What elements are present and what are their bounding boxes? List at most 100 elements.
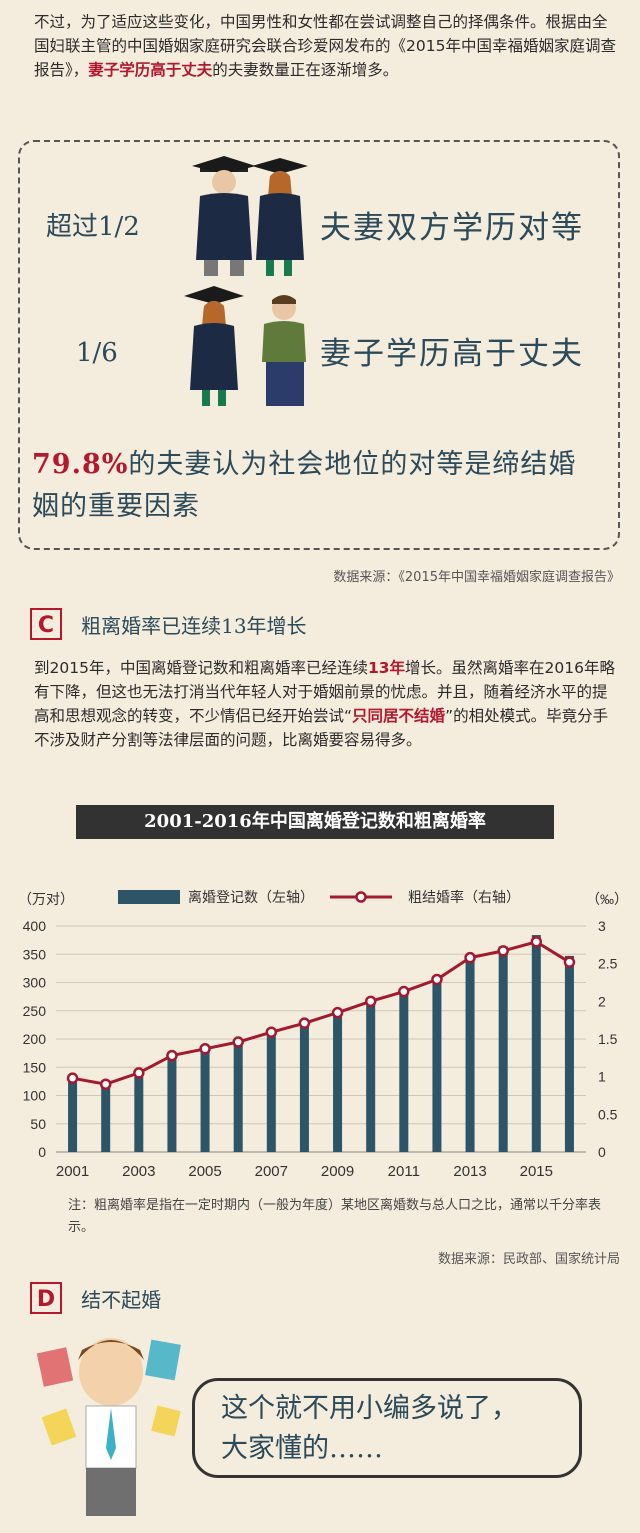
bar-divorces (299, 1023, 309, 1152)
editor-cartoon-illustration (36, 1338, 181, 1516)
section-c-letter: C (30, 608, 62, 640)
y-right-tick-label: 3 (598, 918, 606, 934)
section-c-header: C 粗离婚率已连续13年增长 (30, 608, 307, 642)
stat-text-equal: 夫妻双方学历对等 (320, 210, 584, 246)
line-point-marriage-rate (99, 1078, 112, 1090)
source-ministry: 数据来源：民政部、国家统计局 (437, 1252, 620, 1267)
graduates-illustration (184, 156, 308, 406)
x-tick-label: 2001 (56, 1163, 89, 1180)
y-left-tick-label: 200 (23, 1031, 47, 1047)
x-tick-label: 2003 (122, 1163, 155, 1180)
section-c-text-2: 增长。虽然离婚率在2016年略有下降，但这也无法打消当代年轻人对于婚姻前景的忧虑… (34, 659, 615, 725)
bar-divorces (68, 1081, 78, 1152)
bar-divorces (564, 955, 574, 1152)
y-right-tick-label: 0 (598, 1144, 606, 1160)
line-point-marriage-rate (199, 1043, 211, 1055)
stat-label-equal: 超过1/2 (46, 212, 140, 242)
section-c-highlight-13: 13年 (367, 659, 406, 677)
bar-divorces (101, 1085, 111, 1152)
intro-paragraph: 不过，为了适应这些变化，中国男性和女性都在尝试调整自己的择偶条件。根据由全国妇联… (34, 10, 616, 82)
line-marriage-rate (72, 940, 571, 1086)
line-point-marriage-rate (133, 1067, 145, 1079)
line-point-marriage-rate (232, 1036, 244, 1048)
x-tick-label: 2005 (188, 1163, 221, 1180)
line-point-marriage-rate (497, 945, 509, 957)
conclusion-percentage: 79.8% (32, 449, 129, 480)
section-d-title: 结不起婚 (81, 1287, 162, 1312)
stat-label-wife-higher: 1/6 (76, 338, 118, 368)
line-point-marriage-rate (398, 985, 410, 998)
line-point-marriage-rate (166, 1049, 178, 1062)
section-c-text-3: ”的相处模式。毕竟分手不涉及财产分割等法律层面的问题，比离婚要容易得多。 (34, 707, 609, 749)
section-c-title: 粗离婚率已连续13年增长 (81, 613, 307, 638)
legend-label-line: 粗结婚率（右轴） (408, 889, 520, 906)
intro-text-2: 的夫妻数量正在逐渐增多。 (212, 61, 399, 79)
y-left-tick-label: 50 (30, 1116, 46, 1132)
education-stats-card: 超过1/2 1/6 夫妻双方学历对等 妻子学历高于丈夫 (18, 140, 620, 550)
bar-divorces (167, 1058, 177, 1152)
x-tick-label: 2013 (453, 1163, 486, 1180)
bar-divorces (498, 946, 508, 1152)
second-pair-illustration (184, 286, 306, 406)
bar-divorces (399, 989, 409, 1152)
bar-divorces (531, 935, 541, 1152)
y-right-tick-label: 2.5 (598, 956, 618, 972)
bar-divorces (266, 1033, 276, 1152)
line-point-marriage-rate (265, 1026, 278, 1038)
y-left-tick-label: 100 (23, 1088, 47, 1104)
y-right-tick-label: 1 (598, 1069, 606, 1085)
x-tick-label: 2015 (520, 1163, 553, 1180)
y-left-unit-label: （万对） (18, 891, 74, 907)
line-point-marriage-rate (364, 995, 377, 1008)
conclusion-body: 的夫妻认为社会地位的对等是缔结婚姻的重要因素 (32, 449, 577, 522)
line-point-marriage-rate (431, 973, 443, 986)
y-right-tick-label: 2 (598, 993, 606, 1009)
y-right-unit-label: （‰） (586, 891, 628, 907)
speech-bubble-text: 这个就不用小编多说了， 大家懂的…… (221, 1393, 518, 1464)
stat-text-wife-higher: 妻子学历高于丈夫 (320, 336, 584, 372)
legend-swatch-bar (118, 890, 180, 904)
y-right-tick-label: 0.5 (598, 1106, 618, 1122)
chart-note: 注：粗离婚率是指在一定时期内（一般为年度）某地区离婚数与总人口之比，通常以千分率… (68, 1198, 602, 1235)
conclusion-text: 79.8%的夫妻认为社会地位的对等是缔结婚姻的重要因素 (32, 444, 592, 528)
line-point-marriage-rate (298, 1017, 311, 1029)
section-d-letter: D (30, 1282, 62, 1314)
y-left-tick-label: 400 (23, 918, 47, 934)
female-graduate-cheering-icon (252, 158, 308, 276)
y-left-tick-label: 150 (23, 1059, 47, 1075)
section-d-header: D 结不起婚 (30, 1282, 161, 1316)
source-survey: 数据来源：《2015年中国幸福婚姻家庭调查报告》 (333, 570, 620, 585)
bar-divorces (200, 1050, 210, 1152)
y-left-tick-label: 250 (23, 1003, 47, 1019)
x-tick-label: 2011 (388, 1163, 420, 1180)
y-left-tick-label: 0 (38, 1144, 46, 1160)
line-point-marriage-rate (464, 951, 476, 964)
section-c-highlight-cohabit: 只同居不结婚 (352, 707, 446, 725)
bar-divorces (465, 954, 475, 1152)
section-c-text-1: 到2015年，中国离婚登记数和粗离婚率已经连续 (34, 659, 368, 677)
line-point-marriage-rate (563, 956, 576, 968)
bar-divorces (432, 976, 442, 1152)
male-graduate-icon (192, 156, 256, 276)
y-left-tick-label: 300 (23, 975, 47, 991)
line-point-marriage-rate (66, 1072, 79, 1084)
speech-bubble: 这个就不用小编多说了， 大家懂的…… (192, 1378, 582, 1478)
y-right-tick-label: 1.5 (598, 1031, 618, 1047)
x-tick-label: 2009 (321, 1163, 354, 1180)
editor-character-icon (36, 1338, 181, 1516)
line-point-marriage-rate (331, 1006, 344, 1019)
y-left-tick-label: 350 (23, 946, 47, 962)
bar-divorces (333, 1012, 343, 1152)
bar-divorces (233, 1044, 243, 1152)
divorce-chart: 0 50 100 150 200 250 300 350 400 0 0.5 1 1.5 2 2.5 3 （万对… (18, 889, 628, 1180)
intro-text-1: 不过，为了适应这些变化，中国男性和女性都在尝试调整自己的择偶条件。根据由全国妇联… (34, 13, 616, 79)
bar-divorces (366, 1000, 376, 1152)
bar-divorces (134, 1076, 144, 1152)
section-c-paragraph: 到2015年，中国离婚登记数和粗离婚率已经连续13年增长。虽然离婚率在2016年… (34, 656, 616, 752)
line-point-marriage-rate (530, 936, 543, 948)
chart-title: 2001-2016年中国离婚登记数和粗离婚率 (76, 805, 554, 839)
legend-label-bar: 离婚登记数（左轴） (188, 889, 314, 906)
x-tick-label: 2007 (255, 1163, 288, 1180)
legend-point-swatch (355, 891, 367, 903)
intro-highlight: 妻子学历高于丈夫 (88, 61, 213, 79)
